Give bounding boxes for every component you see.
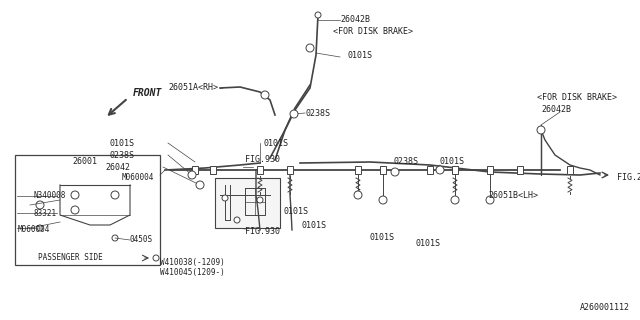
Text: N340008: N340008	[33, 191, 65, 201]
Text: M060004: M060004	[122, 173, 154, 182]
Bar	[215, 178, 280, 228]
Circle shape	[306, 44, 314, 52]
Text: 0101S: 0101S	[302, 220, 327, 229]
Circle shape	[391, 168, 399, 176]
Circle shape	[537, 126, 545, 134]
Circle shape	[436, 166, 444, 174]
Text: 83321: 83321	[33, 210, 56, 219]
Circle shape	[188, 171, 196, 179]
Circle shape	[111, 191, 119, 199]
Text: 0101S: 0101S	[415, 239, 440, 249]
Text: W410045(1209-): W410045(1209-)	[160, 268, 225, 277]
Bar	[567, 166, 573, 174]
Bar	[355, 166, 361, 174]
Circle shape	[71, 206, 79, 214]
Text: FIG.930: FIG.930	[245, 156, 280, 164]
Circle shape	[37, 225, 43, 231]
Text: FRONT: FRONT	[133, 88, 163, 98]
Text: 0101S: 0101S	[109, 139, 134, 148]
Bar	[15, 155, 160, 265]
Bar	[210, 166, 216, 174]
Circle shape	[71, 191, 79, 199]
Bar	[452, 166, 458, 174]
Text: 0101S: 0101S	[348, 52, 373, 60]
Text: 0238S: 0238S	[109, 150, 134, 159]
Text: 0238S: 0238S	[394, 157, 419, 166]
Text: FIG.263: FIG.263	[617, 173, 640, 182]
Text: 0101S: 0101S	[370, 233, 395, 242]
Bar	[380, 166, 386, 174]
Circle shape	[234, 217, 240, 223]
Bar	[287, 166, 293, 174]
Circle shape	[451, 196, 459, 204]
Text: 0450S: 0450S	[130, 236, 153, 244]
Text: 26051A<RH>: 26051A<RH>	[168, 84, 218, 92]
Text: <FOR DISK BRAKE>: <FOR DISK BRAKE>	[537, 93, 617, 102]
Text: FIG.930: FIG.930	[245, 227, 280, 236]
Text: A260001112: A260001112	[580, 303, 630, 312]
Text: 26042B: 26042B	[340, 15, 370, 25]
Text: 0101S: 0101S	[284, 207, 309, 217]
Circle shape	[486, 196, 494, 204]
Bar	[192, 166, 198, 174]
Text: 0238S: 0238S	[306, 108, 331, 117]
Text: <FOR DISK BRAKE>: <FOR DISK BRAKE>	[333, 27, 413, 36]
Text: 0101S: 0101S	[440, 157, 465, 166]
Text: 26042B: 26042B	[541, 106, 571, 115]
Bar	[257, 166, 263, 174]
Circle shape	[261, 91, 269, 99]
Bar	[487, 166, 493, 174]
Circle shape	[36, 201, 44, 209]
Text: 26001: 26001	[72, 157, 97, 166]
Text: 26051B<LH>: 26051B<LH>	[488, 190, 538, 199]
Circle shape	[354, 191, 362, 199]
Text: M060004: M060004	[18, 225, 51, 234]
Text: W410038(-1209): W410038(-1209)	[160, 258, 225, 267]
Text: 0101S: 0101S	[264, 139, 289, 148]
Circle shape	[257, 197, 263, 203]
Circle shape	[315, 12, 321, 18]
Circle shape	[112, 235, 118, 241]
Text: PASSENGER SIDE: PASSENGER SIDE	[38, 253, 103, 262]
Bar	[517, 166, 523, 174]
Circle shape	[196, 181, 204, 189]
Circle shape	[290, 110, 298, 118]
Bar	[427, 166, 433, 174]
Circle shape	[379, 196, 387, 204]
Circle shape	[222, 195, 228, 201]
Circle shape	[153, 255, 159, 261]
Text: 26042: 26042	[105, 163, 130, 172]
